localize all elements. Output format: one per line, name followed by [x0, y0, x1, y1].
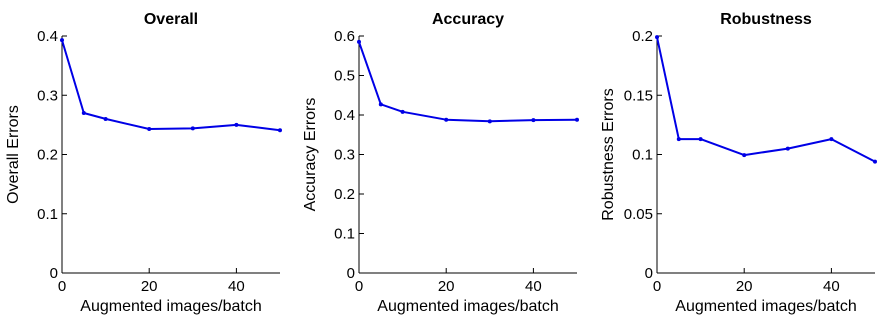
overall-data-point [234, 122, 239, 127]
robustness-y-tick-label: 0.1 [632, 147, 653, 164]
robustness-y-tick-label: 0 [645, 265, 653, 282]
robustness-y-tick-label: 0.15 [624, 87, 653, 104]
overall-x-tick-label: 0 [58, 278, 66, 295]
overall-x-tick-label: 40 [228, 278, 245, 295]
accuracy-panel: 0 0.1 0.2 0.3 0.4 0.5 0.6 0 20 40 Accuracy Augmente… [302, 11, 579, 315]
robustness-series-line [656, 36, 876, 163]
robustness-data-point [873, 159, 877, 164]
accuracy-data-point [487, 119, 492, 124]
robustness-chart-title: Robustness [720, 11, 812, 28]
accuracy-series-line [358, 41, 578, 123]
robustness-data-point [676, 137, 681, 142]
accuracy-x-axis-label: Augmented images/batch [377, 298, 558, 315]
accuracy-y-tick-label: 0.2 [334, 186, 355, 203]
accuracy-data-point [531, 118, 536, 123]
robustness-panel: 0 0.05 0.1 0.15 0.2 0 20 40 Robustness Augmented … [600, 11, 877, 315]
robustness-data-point [742, 153, 747, 158]
accuracy-data-point [575, 117, 579, 122]
overall-data-point [278, 128, 282, 133]
overall-y-tick-label: 0.1 [37, 206, 58, 223]
accuracy-y-tick-label: 0.5 [334, 68, 355, 85]
robustness-y-tick-label: 0.05 [624, 206, 653, 223]
accuracy-y-tick-label: 0.1 [334, 226, 355, 243]
robustness-y-axis-label: Robustness Errors [600, 88, 617, 221]
robustness-data-point [698, 137, 703, 142]
overall-y-tick-label: 0.2 [37, 147, 58, 164]
accuracy-data-point [444, 117, 449, 122]
accuracy-y-tick-label: 0 [347, 265, 355, 282]
robustness-x-tick-label: 0 [653, 278, 661, 295]
accuracy-data-point [357, 39, 361, 44]
robustness-x-axis-label: Augmented images/batch [675, 298, 856, 315]
accuracy-y-tick-label: 0.3 [334, 147, 355, 164]
overall-panel: 0 0.1 0.2 0.3 0.4 0 20 40 Overall Augmented image… [5, 11, 282, 315]
overall-data-point [103, 116, 108, 121]
overall-x-tick-label: 20 [141, 278, 158, 295]
accuracy-chart-title: Accuracy [432, 11, 504, 28]
robustness-data-point [829, 137, 834, 142]
accuracy-x-tick-label: 0 [355, 278, 363, 295]
overall-y-tick-label: 0.4 [37, 28, 58, 45]
overall-series-line [61, 39, 281, 132]
overall-data-point [190, 126, 195, 131]
robustness-x-tick-label: 40 [823, 278, 840, 295]
robustness-data-point [785, 146, 790, 151]
accuracy-x-tick-label: 40 [525, 278, 542, 295]
overall-data-point [60, 38, 64, 43]
overall-chart-title: Overall [144, 11, 198, 28]
overall-y-tick-label: 0 [50, 265, 58, 282]
accuracy-data-point [378, 102, 383, 107]
accuracy-y-axis-label: Accuracy Errors [302, 98, 319, 212]
overall-y-tick-label: 0.3 [37, 87, 58, 104]
overall-x-axis-label: Augmented images/batch [80, 298, 261, 315]
overall-data-point [81, 111, 86, 116]
accuracy-y-tick-label: 0.4 [334, 107, 355, 124]
robustness-data-point [655, 35, 659, 40]
accuracy-y-tick-label: 0.6 [334, 28, 355, 45]
robustness-y-tick-label: 0.2 [632, 28, 653, 45]
robustness-x-tick-label: 20 [736, 278, 753, 295]
accuracy-x-tick-label: 20 [438, 278, 455, 295]
overall-y-axis-label: Overall Errors [5, 105, 22, 204]
accuracy-data-point [400, 109, 405, 114]
overall-data-point [147, 127, 152, 132]
